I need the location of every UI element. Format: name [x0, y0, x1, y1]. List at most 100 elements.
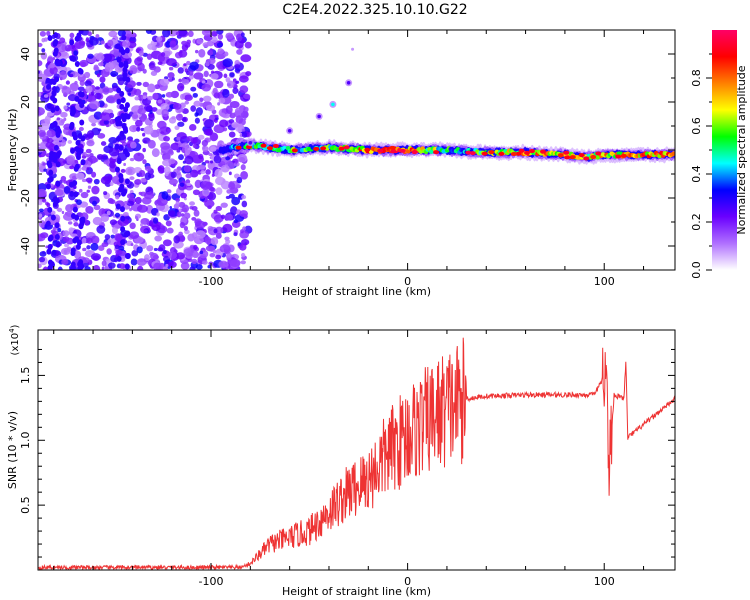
noise-blob [224, 214, 234, 221]
noise-blob [208, 152, 213, 157]
noise-blob [175, 197, 180, 203]
noise-blob [228, 131, 236, 138]
noise-blob [79, 263, 85, 270]
noise-blob [149, 109, 153, 115]
noise-blob [125, 113, 131, 120]
noise-blob [179, 182, 185, 187]
noise-blob [108, 262, 116, 269]
noise-blob [225, 156, 231, 161]
noise-blob [197, 134, 205, 140]
noise-blob [66, 156, 75, 165]
noise-blob [92, 216, 103, 226]
noise-blob [192, 92, 198, 98]
y-tick-label: 1.0 [19, 432, 32, 450]
noise-blob [210, 160, 214, 164]
noise-blob [179, 221, 186, 229]
noise-blob [244, 41, 252, 49]
noise-blob [78, 223, 84, 230]
noise-blob [132, 113, 139, 119]
noise-blob [38, 70, 41, 74]
noise-blob [70, 247, 76, 254]
noise-blob [152, 92, 159, 100]
side-streak-point [317, 114, 321, 119]
noise-blob [47, 244, 53, 251]
noise-blob [226, 189, 232, 194]
noise-blob [53, 32, 59, 39]
noise-blob [240, 171, 249, 180]
noise-blob [211, 173, 215, 178]
noise-blob [46, 248, 52, 255]
noise-blob [165, 91, 174, 98]
noise-blob [136, 204, 148, 213]
noise-blob [78, 188, 83, 193]
noise-blob [164, 166, 171, 175]
noise-blob [194, 220, 206, 229]
noise-blob [47, 34, 53, 41]
noise-blob [197, 169, 202, 175]
noise-blob [101, 242, 109, 248]
noise-blob [218, 97, 226, 104]
noise-blob [79, 119, 85, 126]
noise-blob [181, 77, 185, 81]
noise-blob [71, 55, 77, 62]
snr-series-line [38, 337, 675, 570]
noise-blob [74, 80, 78, 85]
noise-blob [109, 199, 116, 205]
noise-blob [69, 83, 77, 90]
noise-blob [236, 176, 243, 184]
noise-blob [70, 147, 76, 154]
noise-blob [86, 130, 95, 139]
noise-blob [127, 92, 132, 96]
y-tick-label: 40 [19, 47, 32, 61]
noise-blob [100, 141, 107, 146]
noise-blob [229, 258, 241, 267]
ridge-peak [469, 151, 476, 156]
noise-blob [55, 180, 61, 187]
noise-blob [234, 68, 241, 73]
noise-blob [150, 70, 158, 76]
x-axis-label: Height of straight line (km) [282, 585, 431, 598]
noise-blob [137, 107, 147, 115]
noise-blob [162, 30, 171, 38]
noise-blob [38, 213, 43, 218]
noise-blob [236, 33, 243, 42]
side-streak-point [248, 141, 253, 145]
noise-blob [215, 232, 222, 239]
ridge-peak [320, 146, 327, 151]
noise-blob [115, 166, 121, 173]
noise-blob [189, 201, 196, 206]
noise-blob [69, 190, 75, 197]
noise-blob [110, 70, 119, 77]
noise-blob [44, 115, 51, 123]
noise-blob [142, 81, 150, 88]
noise-blob [100, 213, 110, 223]
noise-blob [129, 176, 135, 181]
noise-blob [186, 136, 194, 142]
noise-blob [121, 34, 127, 41]
noise-blob [126, 33, 131, 38]
noise-blob [85, 148, 92, 154]
noise-blob [176, 149, 181, 153]
noise-blob [115, 120, 121, 127]
colorbar-tick-label: 0.2 [690, 213, 703, 231]
noise-blob [38, 208, 44, 213]
noise-blob [194, 179, 202, 189]
noise-blob [56, 60, 62, 67]
noise-blob [189, 61, 199, 71]
noise-blob [240, 164, 246, 171]
y-tick-label: 0 [19, 147, 32, 154]
noise-blob [118, 46, 124, 53]
noise-blob [191, 258, 198, 265]
noise-blob [148, 113, 155, 121]
noise-blob [178, 49, 188, 58]
noise-blob [230, 206, 238, 216]
noise-blob [214, 80, 224, 89]
noise-blob [147, 95, 154, 101]
noise-blob [193, 209, 200, 217]
noise-blob [136, 81, 142, 86]
ridge-peak [272, 144, 279, 149]
noise-blob [123, 162, 127, 167]
noise-blob [99, 112, 112, 121]
noise-blob [95, 86, 100, 90]
noise-blob [144, 254, 150, 262]
